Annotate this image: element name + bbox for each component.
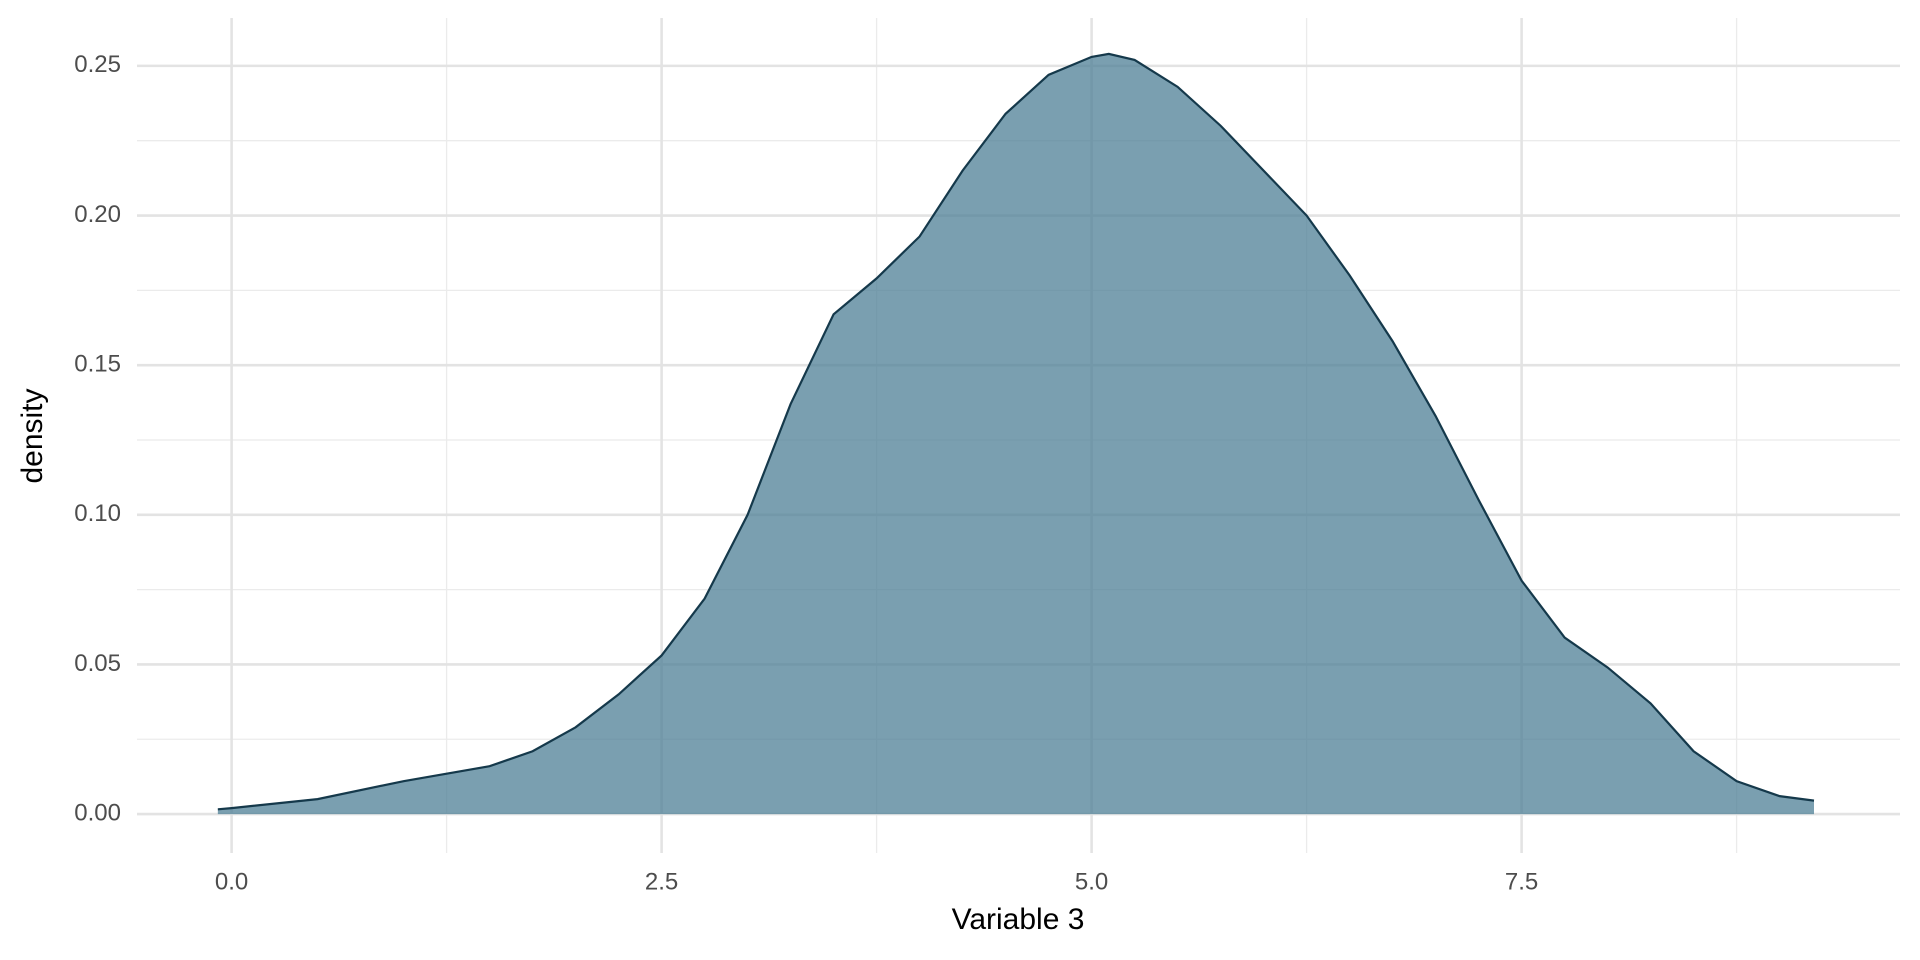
y-axis-title: density [16, 388, 49, 483]
y-tick-label: 0.05 [74, 650, 121, 677]
marks [217, 52, 1815, 815]
density-area [217, 53, 1815, 815]
x-tick-label: 7.5 [1505, 868, 1538, 895]
y-tick-label: 0.00 [74, 799, 121, 826]
x-tick-label: 5.0 [1075, 868, 1108, 895]
x-tick-label: 2.5 [645, 868, 678, 895]
density-line [217, 52, 1815, 811]
y-tick-label: 0.15 [74, 351, 121, 378]
x-tick-label: 0.0 [215, 868, 248, 895]
y-tick-label: 0.20 [74, 201, 121, 228]
y-tick-label: 0.10 [74, 500, 121, 527]
x-axis-title: Variable 3 [952, 903, 1085, 936]
y-tick-label: 0.25 [74, 51, 121, 78]
